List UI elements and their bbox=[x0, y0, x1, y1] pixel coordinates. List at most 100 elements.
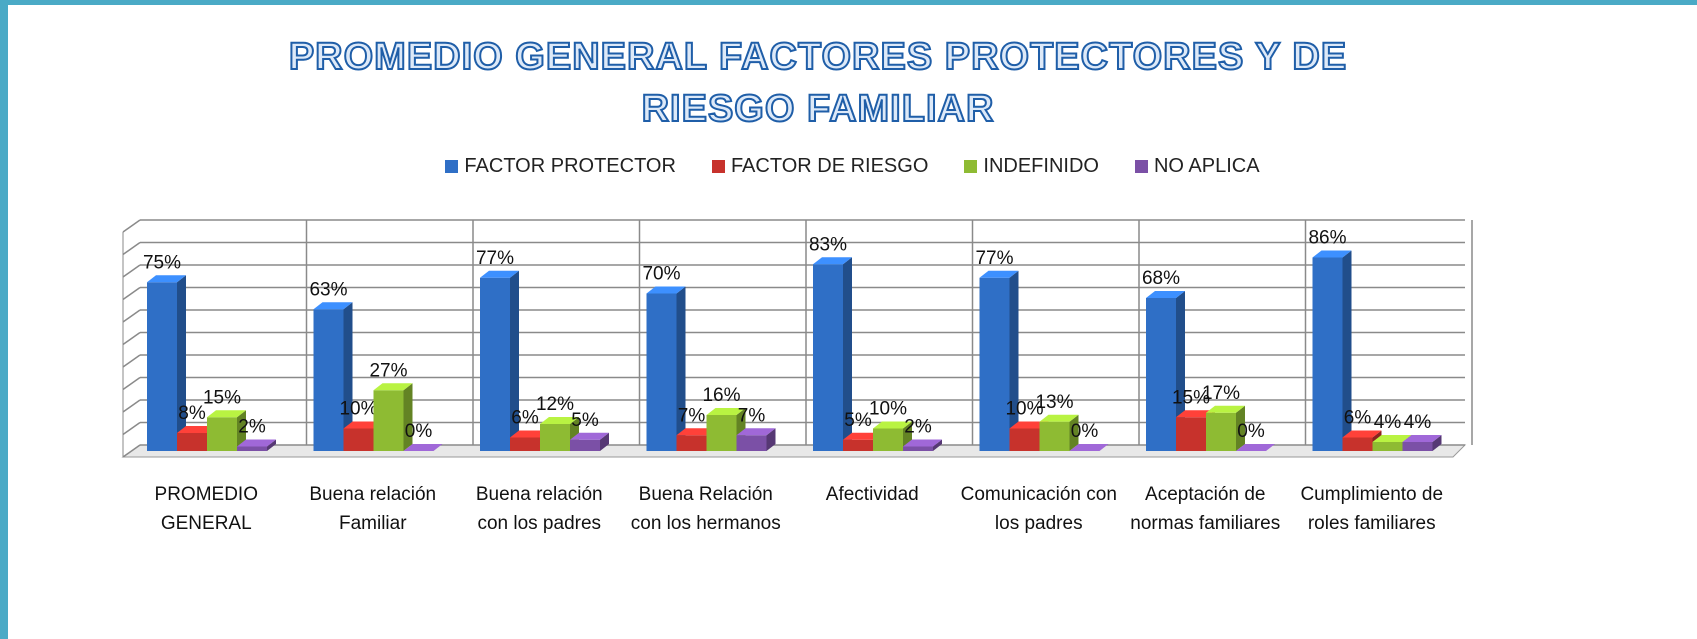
data-label: 83% bbox=[809, 234, 847, 255]
data-label: 6% bbox=[1344, 408, 1372, 429]
x-tick-label: Buena Relación con los hermanos bbox=[630, 484, 781, 534]
bar-side bbox=[343, 302, 353, 451]
bar-side bbox=[403, 383, 413, 451]
grid-line-side bbox=[122, 286, 141, 301]
legend-label: FACTOR DE RIESGO bbox=[730, 155, 929, 177]
bar-front bbox=[1206, 412, 1236, 451]
bar-top bbox=[1402, 435, 1442, 442]
bar-top bbox=[1009, 421, 1049, 429]
data-label: 17% bbox=[1202, 383, 1240, 404]
bar-top bbox=[373, 383, 413, 391]
legend-swatch bbox=[445, 160, 459, 173]
bar-top bbox=[313, 302, 353, 310]
legend-item: INDEFINIDO bbox=[964, 155, 1099, 178]
grid-line-side bbox=[122, 331, 141, 346]
bar-front bbox=[177, 433, 207, 451]
bar-front bbox=[1176, 417, 1206, 451]
chart-title: PROMEDIO GENERAL FACTORES PROTECTORES Y … bbox=[288, 35, 1348, 131]
bar bbox=[1236, 444, 1275, 451]
bar bbox=[1206, 405, 1245, 451]
bar-top bbox=[676, 428, 716, 436]
data-label: 4% bbox=[1374, 412, 1402, 433]
data-label: 13% bbox=[1035, 392, 1073, 413]
data-label: 5% bbox=[571, 410, 599, 431]
data-label: 10% bbox=[339, 399, 377, 420]
bar-top bbox=[1039, 414, 1079, 422]
bar-front bbox=[480, 277, 510, 451]
data-label: 12% bbox=[536, 394, 574, 415]
data-label: 0% bbox=[1071, 421, 1099, 442]
data-label: 6% bbox=[511, 408, 539, 429]
data-label: 2% bbox=[238, 417, 266, 438]
bar-top bbox=[1206, 405, 1245, 413]
bar bbox=[147, 275, 186, 451]
data-label: 4% bbox=[1404, 412, 1432, 433]
x-tick-label: Cumplimiento de roles familiares bbox=[1300, 484, 1444, 534]
bar-top bbox=[979, 270, 1019, 278]
bar bbox=[646, 286, 686, 451]
bar bbox=[736, 428, 776, 451]
legend-swatch bbox=[711, 160, 725, 173]
bar-front bbox=[979, 277, 1010, 451]
bar-top bbox=[147, 275, 186, 283]
grid-line-side bbox=[122, 309, 141, 323]
bar-front bbox=[540, 424, 570, 451]
bar-top bbox=[237, 439, 276, 447]
grid-line-side bbox=[122, 444, 141, 458]
legend-item: FACTOR PROTECTOR bbox=[445, 155, 676, 178]
data-label: 70% bbox=[642, 264, 680, 285]
bar-front bbox=[873, 428, 903, 451]
bar bbox=[903, 439, 942, 451]
bar-top bbox=[540, 417, 579, 424]
bar-top bbox=[1069, 444, 1109, 451]
bar-front bbox=[1039, 421, 1070, 451]
legend-swatch bbox=[1134, 160, 1148, 173]
bar-top bbox=[646, 286, 686, 294]
bar-front bbox=[903, 446, 933, 451]
bar-front bbox=[843, 439, 873, 451]
data-label: 16% bbox=[702, 385, 740, 406]
bar-front bbox=[813, 264, 843, 451]
x-tick-label: Buena relación Familiar bbox=[309, 484, 437, 534]
bar bbox=[979, 270, 1019, 451]
bar-side bbox=[1176, 291, 1185, 451]
bar-top bbox=[1342, 430, 1382, 438]
bar bbox=[403, 444, 443, 451]
data-label: 7% bbox=[738, 405, 766, 426]
bar-top bbox=[510, 430, 549, 438]
grid-line-side bbox=[122, 219, 141, 233]
grid-line-side bbox=[122, 241, 141, 256]
x-tick-label: Comunicación con los padres bbox=[960, 484, 1117, 534]
bar-front bbox=[313, 309, 344, 451]
grid-line-side bbox=[122, 376, 141, 391]
grid-line-side bbox=[122, 399, 141, 413]
bar-side bbox=[1432, 435, 1442, 451]
data-label: 2% bbox=[904, 417, 932, 438]
x-tick-label: PROMEDIO GENERAL bbox=[154, 484, 258, 534]
bar-front bbox=[237, 446, 267, 451]
bar-side bbox=[933, 439, 942, 451]
bar-side bbox=[237, 410, 246, 451]
bar-front bbox=[373, 390, 404, 451]
x-tick-label: Aceptación de normas familiares bbox=[1130, 484, 1281, 534]
legend-label: INDEFINIDO bbox=[983, 155, 1099, 177]
bar-top bbox=[1372, 435, 1412, 442]
bar-side bbox=[267, 439, 276, 451]
bar bbox=[813, 257, 852, 451]
bar bbox=[1069, 444, 1109, 451]
bar-top bbox=[570, 432, 609, 440]
legend-item: NO APLICA bbox=[1134, 155, 1260, 178]
bar-side bbox=[600, 432, 609, 451]
bar bbox=[313, 302, 353, 451]
bar-top bbox=[1146, 291, 1185, 298]
x-tick-label: Buena relación con los padres bbox=[475, 484, 603, 534]
bar-top bbox=[403, 444, 443, 451]
bar bbox=[237, 439, 276, 451]
data-label: 15% bbox=[1172, 387, 1210, 408]
bar-side bbox=[1236, 405, 1245, 451]
bar bbox=[1146, 291, 1185, 451]
bar-front bbox=[343, 428, 374, 451]
bar-top bbox=[343, 421, 383, 429]
bar-front bbox=[1372, 442, 1403, 451]
